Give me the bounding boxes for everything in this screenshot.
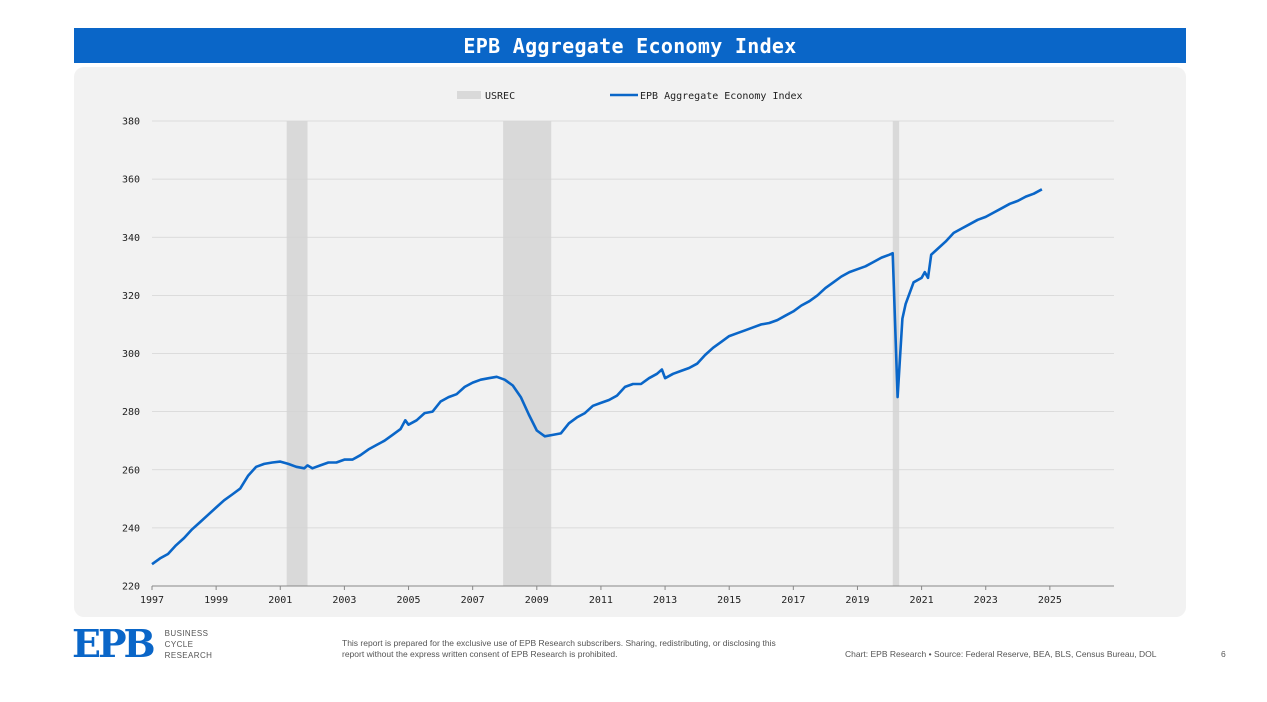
chart-title-bar: EPB Aggregate Economy Index (74, 28, 1186, 63)
y-tick-label: 300 (122, 349, 140, 360)
x-tick-label: 2019 (845, 595, 869, 606)
x-tick-label: 2023 (974, 595, 998, 606)
x-tick-label: 2011 (589, 595, 613, 606)
x-tick-label: 2015 (717, 595, 741, 606)
x-tick-label: 2007 (461, 595, 485, 606)
source-text: Chart: EPB Research • Source: Federal Re… (845, 649, 1157, 659)
logo-line-3: RESEARCH (164, 650, 213, 660)
legend-label-epb-index: EPB Aggregate Economy Index (640, 91, 803, 102)
logo-line-1: BUSINESS (164, 628, 209, 638)
line-chart: 220 240 260 280 300 320 340 360 380 1997 1999 2001 2… (122, 91, 1114, 606)
x-tick-label: 1997 (140, 595, 164, 606)
x-tick-label: 2017 (781, 595, 805, 606)
page-number: 6 (1221, 649, 1226, 659)
epb-logo: EPB BUSINESS CYCLE RESEARCH (72, 621, 213, 666)
y-tick-label: 240 (122, 523, 140, 534)
x-tick-label: 2025 (1038, 595, 1062, 606)
logo-subtitle: BUSINESS CYCLE RESEARCH (165, 628, 213, 661)
disclaimer-text: This report is prepared for the exclusiv… (342, 638, 776, 659)
chart-panel: 220 240 260 280 300 320 340 360 380 1997 1999 2001 2… (74, 67, 1186, 617)
y-tick-label: 260 (122, 465, 140, 476)
y-tick-label: 320 (122, 291, 140, 302)
x-tick-label: 2001 (268, 595, 292, 606)
y-tick-label: 220 (122, 582, 140, 593)
series-line-epb-index (151, 188, 1043, 566)
x-tick-label: 2021 (910, 595, 934, 606)
y-tick-label: 280 (122, 407, 140, 418)
x-tick-label: 1999 (204, 595, 228, 606)
y-tick-label: 380 (122, 117, 140, 128)
legend-label-usrec: USREC (485, 91, 515, 102)
chart-title: EPB Aggregate Economy Index (463, 33, 797, 58)
x-tick-label: 2003 (332, 595, 356, 606)
logo-line-2: CYCLE (164, 639, 194, 649)
x-tick-label: 2013 (653, 595, 677, 606)
logo-mark: EPB (72, 621, 156, 666)
x-tick-label: 2005 (396, 595, 420, 606)
y-tick-label: 360 (122, 175, 140, 186)
legend-swatch-usrec (457, 91, 481, 99)
x-tick-label: 2009 (525, 595, 549, 606)
y-tick-label: 340 (122, 233, 140, 244)
